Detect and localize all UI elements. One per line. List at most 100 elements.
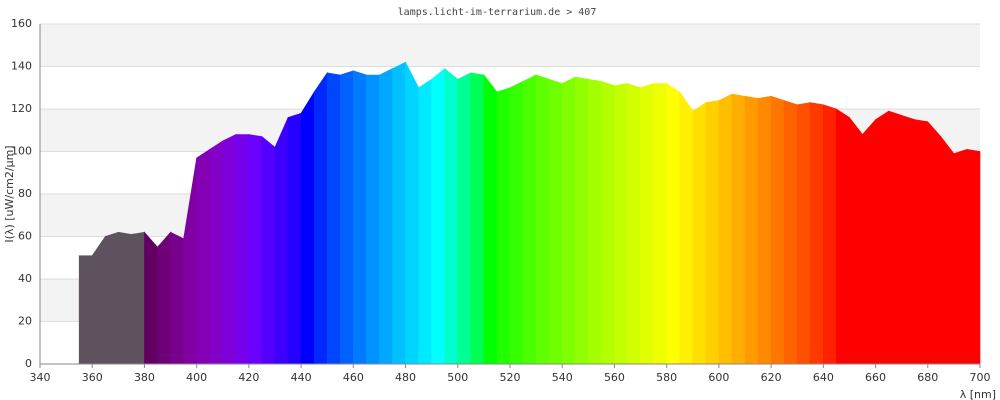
spectrum-strip [953,148,968,365]
x-tick-label: 680 [917,371,938,384]
x-tick-label: 480 [395,371,416,384]
x-tick-label: 620 [761,371,782,384]
spectrum-strip [118,231,132,365]
spectrum-strip [770,95,785,365]
spectrum-strip [731,93,746,365]
x-axis-label: λ [nm] [960,388,996,400]
spectrum-strip [783,100,798,365]
spectrum-strip [588,78,602,365]
spectrum-strip [144,231,158,365]
spectrum-strip [379,68,393,365]
y-tick-label: 60 [18,230,32,243]
spectrum-strip [496,87,511,365]
spectrum-strip [757,95,772,365]
chart-title: lamps.licht-im-terrarium.de > 407 [398,7,597,18]
spectrum-strip [326,72,341,365]
y-tick-label: 80 [18,187,32,200]
spectrum-strip [535,74,550,365]
spectrum-strip [405,62,419,365]
spectrum-strip [313,71,328,365]
y-tick-label: 40 [18,272,32,285]
spectrum-strip [274,117,289,365]
spectrum-strip [901,114,916,365]
spectrum-strip [431,67,446,365]
spectrum-strip [222,134,237,365]
x-tick-label: 700 [970,371,991,384]
spectrum-strip [353,70,367,365]
y-tick-label: 20 [18,315,32,328]
spectrum-strip [235,134,250,365]
x-tick-label: 440 [291,371,312,384]
x-tick-label: 520 [500,371,521,384]
spectrum-strip [444,67,459,365]
x-tick-label: 380 [134,371,155,384]
spectrum-strip [78,255,93,365]
spectrum-strip [392,61,406,365]
x-tick-label: 600 [708,371,729,384]
spectrum-strip [692,102,707,365]
spectrum-strip [679,91,694,365]
spectrum-strip [705,100,720,365]
spectrum-strip [875,110,889,365]
spectrum-strip [561,76,576,365]
grid-band [40,24,980,67]
spectrum-strip [196,148,211,365]
spectrum-strip [248,134,263,365]
x-tick-label: 560 [604,371,625,384]
x-tick-label: 660 [865,371,886,384]
spectrum-strip [339,70,354,365]
spectrum-strip [287,112,302,365]
y-tick-label: 100 [11,145,32,158]
spectrum-strip [666,82,681,365]
x-tick-label: 460 [343,371,364,384]
spectrum-strip [522,74,537,365]
spectrum-strip [131,231,145,365]
spectrum-strip [862,118,876,365]
spectrum-strip [170,231,184,365]
spectrum-strip [418,78,432,365]
spectrum-strip [744,95,759,365]
spectrum-strip [470,72,485,365]
spectrum-strip [888,110,902,365]
spectrum-strip [940,135,955,365]
x-tick-label: 400 [186,371,207,384]
spectrum-strip [627,83,641,365]
spectrum-strip [614,83,628,365]
y-axis-label: I(λ) [uW/cm2/µm] [3,145,16,242]
x-tick-label: 420 [238,371,259,384]
spectrum-strip [104,231,119,365]
spectrum-strip [509,80,524,365]
y-tick-label: 120 [11,102,32,115]
spectrum-strip [209,140,224,365]
spectrum-strip [601,80,615,365]
spectrum-strip [836,108,850,365]
x-tick-label: 340 [30,371,51,384]
spectrum-strip [914,119,929,365]
spectrum-strip [796,102,811,365]
x-tick-label: 500 [447,371,468,384]
spectrum-strip [809,102,824,365]
spectrum-strip [457,72,472,365]
spectrum-strip [483,74,498,365]
x-tick-label: 360 [82,371,103,384]
x-tick-label: 580 [656,371,677,384]
spectrum-strip [653,83,667,365]
spectrum-strip [183,157,197,365]
y-tick-label: 140 [11,60,32,73]
y-tick-label: 160 [11,17,32,30]
spectrum-strip [548,78,563,365]
spectrum-strip [718,93,733,365]
spectrum-strip [640,83,654,365]
spectrum-strip [966,149,981,365]
spectrum-strip [91,235,106,365]
spectrum-strip [157,231,171,365]
x-tick-label: 640 [813,371,834,384]
spectrum-strip [849,116,863,365]
spectrum-strip [300,90,315,365]
spectrum-strip [927,120,942,365]
spectrum-strip [261,135,276,365]
y-tick-label: 0 [25,357,32,370]
x-tick-label: 540 [552,371,573,384]
spectrum-strip [823,104,837,365]
